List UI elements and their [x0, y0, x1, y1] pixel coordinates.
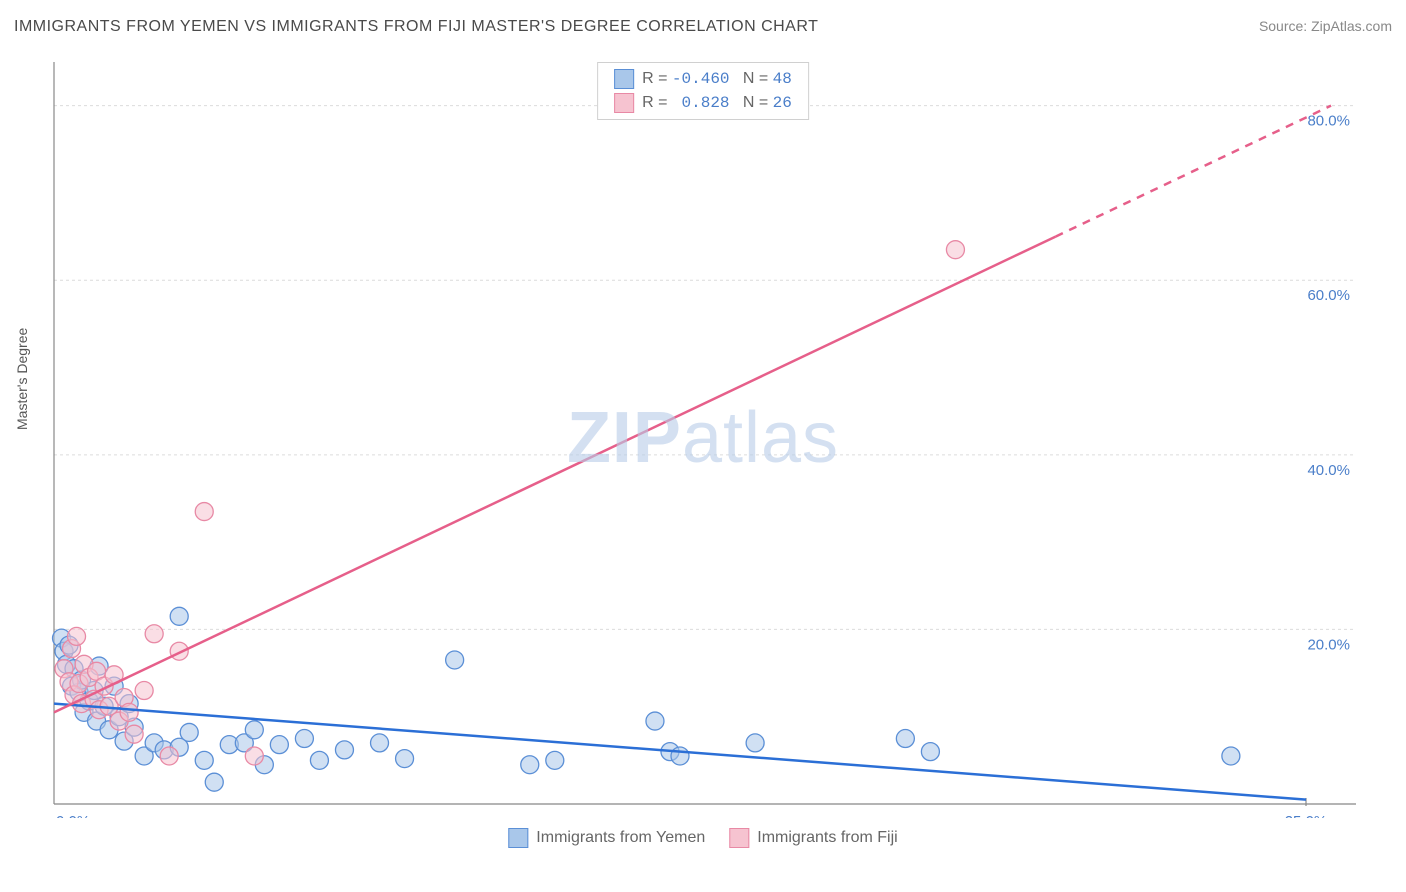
legend-swatch [614, 69, 634, 89]
series-legend: Immigrants from Yemen Immigrants from Fij… [508, 828, 897, 848]
source-label: Source: ZipAtlas.com [1259, 18, 1392, 34]
legend-swatch [614, 93, 634, 113]
chart-area: 20.0%40.0%60.0%80.0%0.0%25.0% ZIPatlas R… [50, 58, 1356, 818]
legend-item: Immigrants from Fiji [729, 828, 897, 848]
legend-item: Immigrants from Yemen [508, 828, 705, 848]
svg-text:40.0%: 40.0% [1307, 462, 1350, 479]
scatter-plot: 20.0%40.0%60.0%80.0%0.0%25.0% [50, 58, 1356, 818]
svg-text:25.0%: 25.0% [1285, 813, 1328, 818]
legend-stat-text: R = -0.460 N = 48 [642, 70, 792, 88]
svg-text:60.0%: 60.0% [1307, 287, 1350, 304]
chart-title: IMMIGRANTS FROM YEMEN VS IMMIGRANTS FROM… [14, 18, 818, 36]
svg-text:0.0%: 0.0% [56, 813, 90, 818]
legend-swatch [508, 828, 528, 848]
svg-text:20.0%: 20.0% [1307, 636, 1350, 653]
correlation-legend: R = -0.460 N = 48 R = 0.828 N = 26 [597, 62, 809, 120]
legend-swatch [729, 828, 749, 848]
legend-label: Immigrants from Fiji [757, 829, 897, 847]
legend-stat-text: R = 0.828 N = 26 [642, 94, 792, 112]
legend-stat-row: R = 0.828 N = 26 [614, 91, 792, 115]
y-axis-label: Master's Degree [14, 328, 30, 430]
legend-label: Immigrants from Yemen [536, 829, 705, 847]
legend-stat-row: R = -0.460 N = 48 [614, 67, 792, 91]
